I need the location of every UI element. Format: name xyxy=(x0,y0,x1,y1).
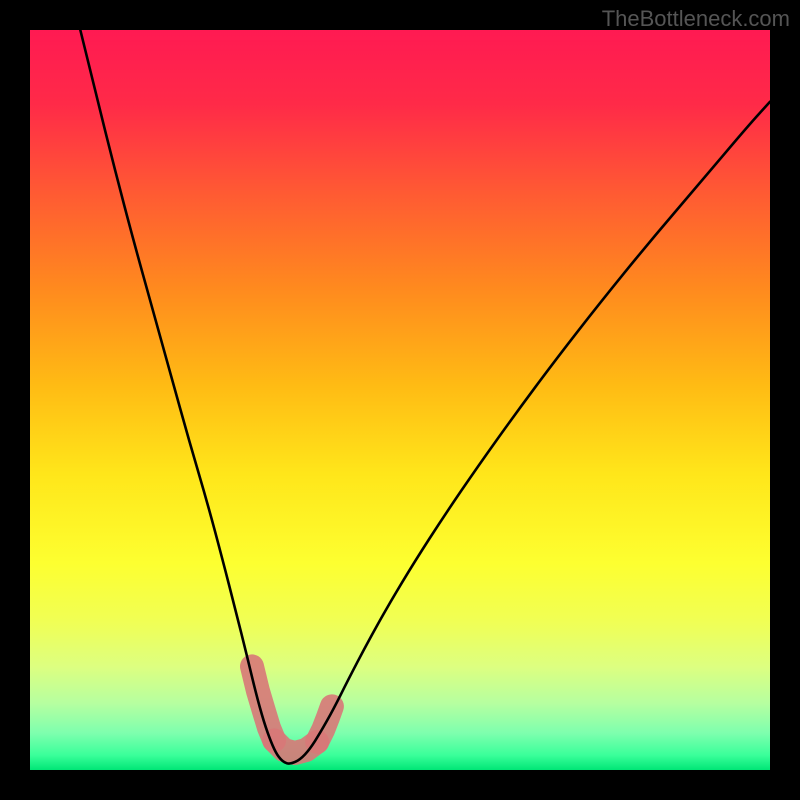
plot-background xyxy=(30,30,770,770)
chart-frame: TheBottleneck.com xyxy=(0,0,800,800)
watermark-text: TheBottleneck.com xyxy=(602,6,790,32)
bottleneck-chart xyxy=(0,0,800,800)
